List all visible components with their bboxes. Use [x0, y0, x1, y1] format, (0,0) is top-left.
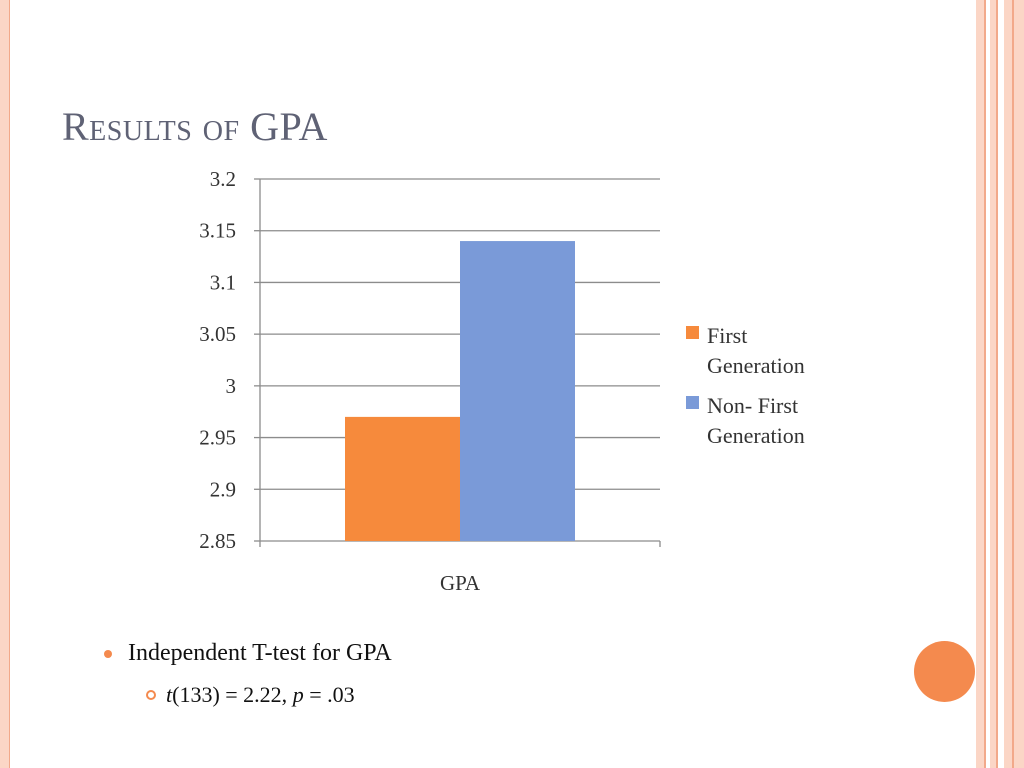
y-tick-label: 3.15 [199, 219, 236, 243]
border-stripe [996, 0, 998, 768]
border-stripe [1012, 0, 1014, 768]
slide-left-border [0, 0, 10, 768]
legend-label: First [707, 323, 747, 348]
bar-first-generation [345, 416, 460, 541]
border-stripe [984, 0, 986, 768]
legend-label: Generation [707, 423, 805, 448]
t-statistic: (133) = 2.22, [172, 682, 293, 707]
bullet-dot-icon [104, 649, 112, 658]
decorative-circle [914, 641, 975, 702]
t-test-result: t(133) = 2.22, p = .03 [166, 682, 355, 708]
y-tick-label: 2.9 [210, 477, 236, 501]
bars [345, 241, 575, 542]
border-stripe [976, 0, 984, 768]
legend-swatch [686, 396, 699, 409]
border-stripe [1004, 0, 1024, 768]
legend-swatch [686, 326, 699, 339]
y-tick-label: 3.1 [210, 270, 236, 294]
x-category-labels: GPA [440, 571, 481, 595]
legend-label: Non- First [707, 393, 798, 418]
x-category-label: GPA [440, 571, 481, 595]
y-tick-labels: 2.85 2.9 2.95 3 3.05 3.1 3.15 3.2 [199, 167, 236, 553]
y-tick-label: 2.95 [199, 426, 236, 450]
bullet-item: Independent T-test for GPA [104, 640, 392, 667]
bar-non-first-generation [460, 241, 575, 542]
y-tick-label: 3 [226, 374, 237, 398]
slide-right-border [976, 0, 1024, 768]
bullet-text: Independent T-test for GPA [128, 640, 392, 666]
p-symbol: p [292, 682, 304, 707]
legend-label: Generation [707, 353, 805, 378]
y-tick-label: 3.05 [199, 322, 236, 346]
p-value: = .03 [303, 682, 355, 707]
ring-bullet-icon [146, 690, 156, 700]
y-tick-label: 2.85 [199, 529, 236, 553]
chart-legend: First Generation Non- First Generation [686, 323, 805, 448]
y-tick-label: 3.2 [210, 167, 236, 191]
t-symbol: t [166, 682, 173, 707]
slide-title: Results of GPA [62, 104, 328, 149]
sub-bullet-item: t(133) = 2.22, p = .03 [146, 682, 355, 708]
border-stripe [990, 0, 996, 768]
